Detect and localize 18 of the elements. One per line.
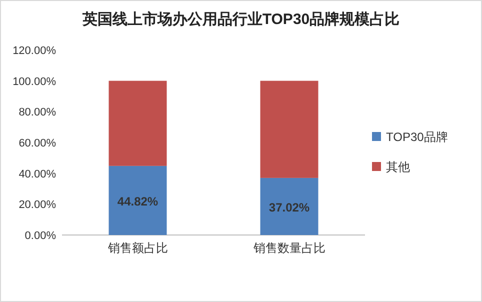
bar xyxy=(108,166,167,235)
y-tick-label: 20.00% xyxy=(18,199,56,212)
data-label: 37.02% xyxy=(268,200,310,214)
y-tick-label: 100.00% xyxy=(12,76,56,88)
bar xyxy=(260,178,318,235)
x-tick-label: 销售数量占比 xyxy=(252,241,326,255)
bar xyxy=(260,80,318,178)
x-tick-label: 销售额占比 xyxy=(106,241,168,255)
data-label: 44.82% xyxy=(117,194,158,208)
legend-label: 其他 xyxy=(386,160,410,174)
y-tick-label: 40.00% xyxy=(18,168,56,180)
legend-label: TOP30品牌 xyxy=(386,130,448,144)
y-tick-label: 0.00% xyxy=(24,230,56,242)
bar xyxy=(108,80,167,166)
y-tick-label: 60.00% xyxy=(18,138,56,150)
y-tick-label: 80.00% xyxy=(18,106,56,119)
chart-title: 英国线上市场办公用品行业TOP30品牌规模占比 xyxy=(81,10,400,28)
y-tick-label: 120.00% xyxy=(12,45,56,57)
